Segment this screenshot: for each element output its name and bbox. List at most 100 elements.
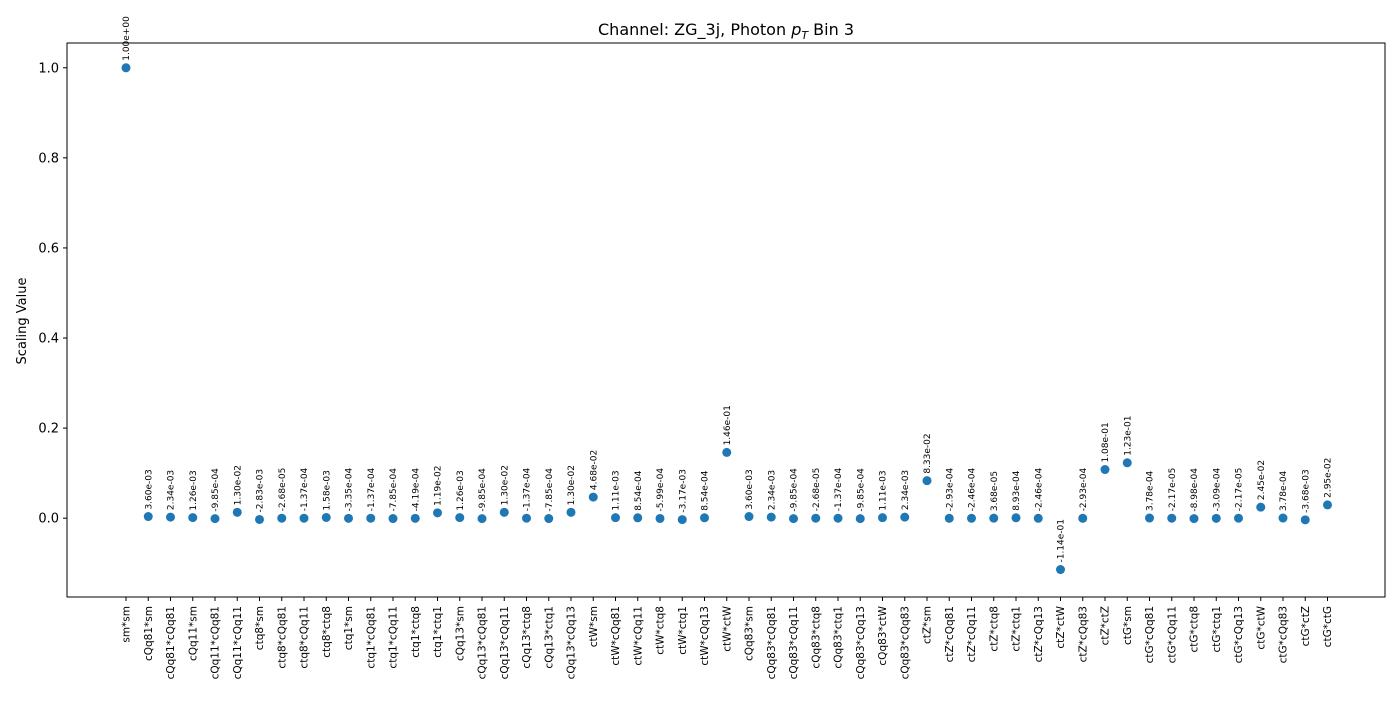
x-tick-label: cQq13*cQq81 xyxy=(477,606,489,679)
x-tick-label: ctZ*cQq13 xyxy=(1033,606,1045,662)
data-point xyxy=(522,513,531,523)
x-tick-label: sm*sm xyxy=(121,606,133,643)
x-tick-label: ctq1*ctq1 xyxy=(432,606,444,658)
x-tick-label: cQq83*ctW xyxy=(877,605,889,665)
x-tick-label: ctW*ctW xyxy=(721,605,733,651)
x-tick-label: cQq11*cQq11 xyxy=(232,606,244,679)
x-tick-label: cQq83*cQq83 xyxy=(899,606,911,679)
data-label: 4.68e-02 xyxy=(589,450,599,490)
data-label: -1.14e-01 xyxy=(1057,519,1067,563)
x-tick-label: cQq83*cQq13 xyxy=(855,606,867,679)
data-point xyxy=(1167,513,1177,523)
data-point xyxy=(232,507,242,517)
x-tick-label: ctq8*ctq8 xyxy=(321,606,333,658)
y-tick-label: 1.0 xyxy=(38,61,59,76)
x-tick-label: ctZ*cQq83 xyxy=(1077,606,1089,662)
data-point xyxy=(989,513,999,523)
x-tick-label: ctG*sm xyxy=(1122,606,1134,645)
data-label: -2.17e-05 xyxy=(1168,468,1178,512)
data-point xyxy=(833,513,843,523)
x-tick-label: ctq1*cQq11 xyxy=(388,606,400,669)
x-tick-label: cQq83*cQq11 xyxy=(788,606,800,679)
data-point xyxy=(655,513,665,523)
data-point xyxy=(321,512,331,522)
data-point xyxy=(700,513,709,523)
data-label: 2.45e-02 xyxy=(1257,460,1267,500)
data-point xyxy=(410,513,420,523)
x-tick-label: ctW*ctq1 xyxy=(677,606,689,655)
x-tick-label: ctZ*ctq8 xyxy=(988,606,1000,652)
x-tick-label: ctG*cQq11 xyxy=(1166,606,1178,663)
data-label: -9.85e-04 xyxy=(211,468,221,512)
data-label: 8.54e-04 xyxy=(701,470,711,511)
x-tick-label: ctG*ctq1 xyxy=(1211,606,1223,653)
x-tick-label: cQq83*sm xyxy=(744,606,756,661)
x-tick-label: ctq8*sm xyxy=(254,606,266,650)
data-label: 3.78e-04 xyxy=(1146,470,1156,511)
data-label: 1.30e-02 xyxy=(567,465,577,505)
x-tick-label: ctZ*cQq11 xyxy=(966,606,978,662)
data-point xyxy=(677,515,687,525)
data-label: 1.30e-02 xyxy=(500,465,510,505)
data-label: -3.09e-04 xyxy=(1212,468,1222,512)
data-label: 1.26e-03 xyxy=(456,470,466,510)
x-tick-label: cQq13*cQq11 xyxy=(499,606,511,679)
data-label: 8.33e-02 xyxy=(923,433,933,473)
data-point xyxy=(1078,513,1088,523)
data-label: -3.17e-03 xyxy=(678,469,688,513)
data-point xyxy=(766,512,776,522)
x-tick-label: ctq8*cQq11 xyxy=(299,606,311,669)
data-point xyxy=(1033,513,1043,523)
data-label: -8.98e-04 xyxy=(1190,468,1200,512)
data-point xyxy=(1056,565,1065,575)
chart-title-p: p xyxy=(790,20,801,39)
x-tick-label: ctW*ctq8 xyxy=(655,606,667,655)
data-label: 1.08e-01 xyxy=(1101,422,1111,462)
x-tick-label: cQq13*cQq13 xyxy=(566,606,578,679)
x-tick-label: cQq83*cQq81 xyxy=(766,606,778,679)
data-label: -1.37e-04 xyxy=(834,467,844,511)
data-point xyxy=(477,514,487,524)
x-tick-label: ctW*cQq11 xyxy=(632,606,644,666)
y-tick-label: 0.2 xyxy=(38,422,59,437)
plot-frame xyxy=(66,42,1386,598)
x-tick-label: ctZ*ctq1 xyxy=(1011,606,1023,652)
data-point xyxy=(611,513,620,523)
x-tick-label: ctG*ctZ xyxy=(1300,606,1312,646)
data-label: 1.19e-02 xyxy=(434,466,444,506)
data-label: 2.34e-03 xyxy=(901,470,911,510)
data-label: -9.85e-04 xyxy=(478,468,488,512)
data-label: 3.78e-04 xyxy=(1279,470,1289,511)
x-tick-label: cQq81*sm xyxy=(143,606,155,661)
data-label: 1.23e-01 xyxy=(1123,415,1133,455)
data-point xyxy=(566,507,576,517)
data-point xyxy=(388,514,398,524)
chart-title-prefix: Channel: ZG_3j, Photon xyxy=(598,20,791,40)
data-point xyxy=(1256,502,1266,512)
data-label: -2.17e-05 xyxy=(1235,468,1245,512)
data-label: -2.68e-05 xyxy=(278,468,288,512)
data-label: -3.68e-03 xyxy=(1301,469,1311,513)
x-tick-label: cQq11*cQq81 xyxy=(210,606,222,679)
x-tick-label: ctZ*ctW xyxy=(1055,605,1067,648)
data-label: 8.54e-04 xyxy=(634,470,644,511)
data-label: -1.37e-04 xyxy=(523,467,533,511)
data-label: 2.34e-03 xyxy=(767,470,777,510)
data-point xyxy=(944,513,954,523)
data-point xyxy=(855,514,865,524)
data-label: -5.99e-04 xyxy=(656,468,666,512)
data-label: 1.26e-03 xyxy=(189,470,199,510)
data-point xyxy=(255,514,264,524)
x-tick-label: cQq83*ctq1 xyxy=(833,606,845,669)
data-label: -7.85e-04 xyxy=(389,468,399,512)
data-label: 1.58e-03 xyxy=(322,470,332,510)
data-label: -9.85e-04 xyxy=(856,468,866,512)
data-label: 1.46e-01 xyxy=(723,405,733,445)
data-point xyxy=(878,513,887,523)
data-point xyxy=(633,513,643,523)
data-point xyxy=(1011,513,1021,523)
data-point xyxy=(722,447,732,457)
x-tick-label: ctq1*ctq8 xyxy=(410,606,422,658)
data-point xyxy=(1100,465,1110,475)
chart-title-suffix: Bin 3 xyxy=(808,20,854,39)
